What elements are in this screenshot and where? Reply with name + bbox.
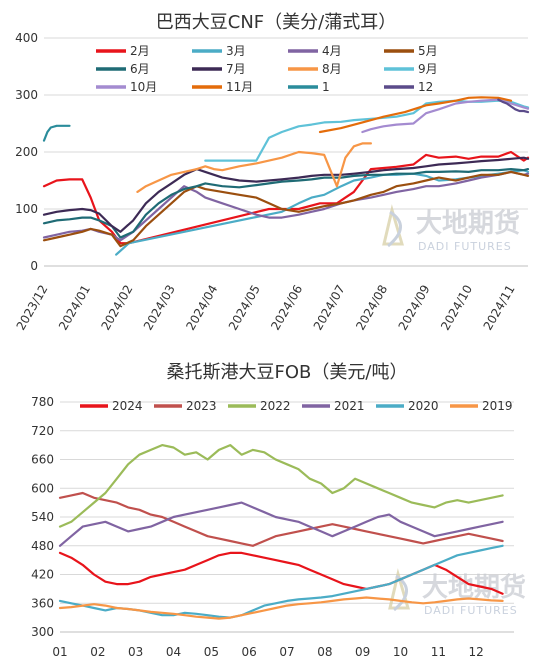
- y-tick-label: 300: [15, 88, 38, 102]
- y-tick-label: 600: [31, 481, 54, 495]
- x-tick-label: 2024/05: [226, 283, 263, 333]
- x-tick-label: 2024/04: [183, 283, 220, 333]
- x-tick-label: 09: [355, 645, 370, 659]
- legend-item-label: 6月: [130, 62, 150, 76]
- legend-item-label: 8月: [322, 62, 342, 76]
- x-tick-label: 11: [431, 645, 446, 659]
- logo-mark-icon: [382, 204, 405, 246]
- logo-swoosh-icon: [387, 210, 402, 248]
- legend-item-label: 7月: [226, 62, 246, 76]
- legend-item-label: 5月: [418, 44, 438, 58]
- y-tick-label: 200: [15, 145, 38, 159]
- x-tick-label: 01: [52, 645, 67, 659]
- series-line-2022: [58, 444, 504, 528]
- legend-item-label: 9月: [418, 62, 438, 76]
- x-tick-label: 2024/03: [141, 283, 178, 333]
- legend-item-label: 12: [418, 80, 433, 94]
- series-line-12: [497, 98, 530, 114]
- y-tick-label: 480: [31, 539, 54, 553]
- watermark-brand-cn: 大地期货: [416, 208, 520, 239]
- y-tick-label: 720: [31, 424, 54, 438]
- legend-item-label: 2023: [186, 399, 217, 413]
- x-tick-label: 06: [242, 645, 257, 659]
- watermark-brand-en: DADI FUTURES: [418, 240, 512, 253]
- x-tick-label: 05: [204, 645, 219, 659]
- chart-title: 桑托斯港大豆FOB（美元/吨）: [167, 362, 408, 383]
- x-tick-label: 2024/08: [353, 283, 390, 333]
- legend: 2月 3月 4月 5月 6月 7月 8月 9月 10月 11月 1 12: [96, 44, 438, 94]
- legend-item-label: 2024: [112, 399, 143, 413]
- chart-title: 巴西大豆CNF（美分/蒲式耳）: [156, 12, 396, 33]
- logo-swoosh-icon: [393, 574, 408, 612]
- y-tick-label: 360: [31, 596, 54, 610]
- x-tick-label: 2024/06: [268, 283, 305, 333]
- legend-item-label: 2021: [334, 399, 365, 413]
- series-line-7月: [42, 156, 530, 233]
- y-tick-label: 400: [15, 31, 38, 45]
- series-line-2019: [58, 596, 504, 620]
- y-tick-label: 300: [31, 625, 54, 639]
- y-tick-label: 0: [30, 259, 38, 273]
- series-line-11月: [318, 96, 513, 134]
- x-tick-label: 2024/10: [438, 283, 475, 333]
- chart-2: 桑托斯港大豆FOB（美元/吨） 300 360 420 480 540 600 660 720 7…: [31, 362, 526, 659]
- y-tick-label: 780: [31, 395, 54, 409]
- legend-item-label: 3月: [226, 44, 246, 58]
- legend-item-label: 2019: [482, 399, 513, 413]
- x-tick-label: 08: [317, 645, 332, 659]
- x-tick-label: 2024/02: [98, 283, 135, 333]
- x-tick-label: 04: [166, 645, 181, 659]
- x-tick-label: 03: [128, 645, 143, 659]
- legend-item-label: 2月: [130, 44, 150, 58]
- y-tick-label: 420: [31, 568, 54, 582]
- legend-item-label: 11月: [226, 80, 253, 94]
- y-tick-label: 660: [31, 453, 54, 467]
- series-line-8月: [136, 142, 372, 193]
- x-tick-label: 2024/01: [56, 283, 93, 333]
- x-tick-label: 10: [393, 645, 408, 659]
- series-line-1: [42, 124, 71, 142]
- x-tick-label: 2023/12: [14, 283, 51, 333]
- x-tick-label: 2024/07: [311, 283, 348, 333]
- watermark-brand-en: DADI FUTURES: [424, 604, 518, 617]
- series-line-2023: [58, 491, 504, 547]
- series-line-2021: [58, 501, 504, 547]
- series-line-5月: [42, 170, 530, 248]
- y-tick-label: 100: [15, 202, 38, 216]
- series-line-10月: [361, 98, 530, 134]
- x-tick-label: 07: [279, 645, 294, 659]
- x-tick-label: 2024/09: [396, 283, 433, 333]
- x-tick-label: 2024/11: [481, 283, 518, 333]
- legend-item-label: 2020: [408, 399, 439, 413]
- series-line-2月: [42, 150, 530, 245]
- y-tick-label: 540: [31, 510, 54, 524]
- legend-item-label: 2022: [260, 399, 291, 413]
- legend-item-label: 10月: [130, 80, 157, 94]
- logo-mark-icon: [388, 568, 411, 610]
- legend-item-label: 4月: [322, 44, 342, 58]
- legend-item-label: 1: [322, 80, 330, 94]
- x-tick-label: 12: [469, 645, 484, 659]
- x-tick-label: 02: [90, 645, 105, 659]
- legend: 2024 2023 2022 2021 2020 2019: [80, 399, 513, 413]
